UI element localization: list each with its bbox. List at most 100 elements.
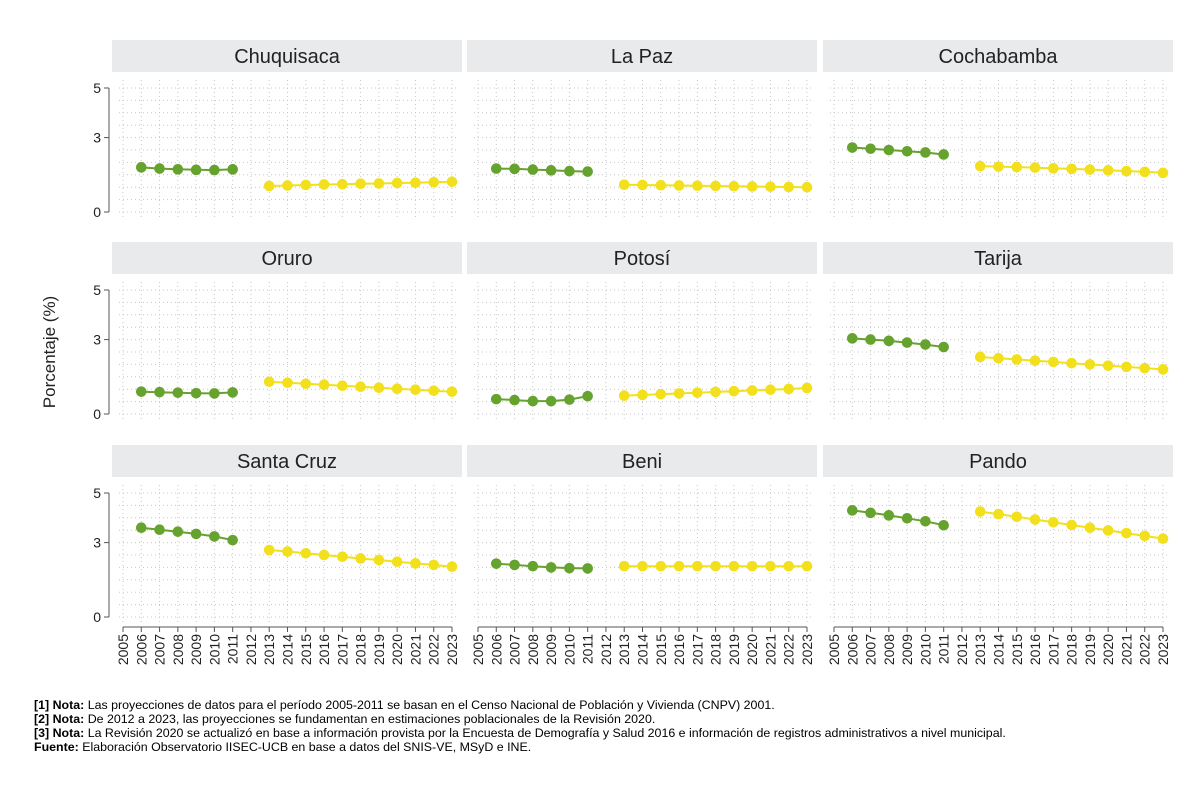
footnotes: [1] Nota: Las proyecciones de datos para… xyxy=(34,698,1184,754)
data-point-potosi-revision-2020 xyxy=(692,387,703,398)
x-tick-label: 2008 xyxy=(170,634,186,665)
panel-strip-chuquisaca xyxy=(112,40,462,72)
x-tick-label: 2012 xyxy=(243,634,259,665)
note-1: [1] Nota: Las proyecciones de datos para… xyxy=(34,698,1184,712)
data-point-pando-revision-2020 xyxy=(1048,516,1059,528)
data-point-santa-cruz-revision-2020 xyxy=(263,544,275,556)
data-point-beni-cnpv-2001 xyxy=(490,558,502,569)
data-point-beni-revision-2020 xyxy=(637,560,648,572)
data-point-cochabamba-revision-2020 xyxy=(1048,163,1059,174)
x-tick-label: 2021 xyxy=(1118,634,1134,665)
x-tick-label: 2007 xyxy=(507,634,523,665)
x-tick-label: 2019 xyxy=(1082,634,1098,665)
x-tick-label: 2012 xyxy=(954,634,970,665)
data-point-cochabamba-revision-2020 xyxy=(974,160,986,172)
data-point-pando-revision-2020 xyxy=(1157,533,1169,544)
data-point-la-paz-revision-2020 xyxy=(692,180,703,192)
x-tick-label: 2014 xyxy=(280,634,296,665)
data-point-tarija-revision-2020 xyxy=(1084,359,1096,370)
data-point-beni-cnpv-2001 xyxy=(545,562,557,573)
x-tick-label: 2015 xyxy=(653,634,669,665)
data-point-cochabamba-revision-2020 xyxy=(1084,164,1096,175)
x-tick-label: 2015 xyxy=(1009,634,1025,665)
x-tick-label: 2005 xyxy=(115,634,131,665)
data-point-chuquisaca-cnpv-2001 xyxy=(209,164,220,176)
x-tick-label: 2014 xyxy=(991,634,1007,665)
data-point-chuquisaca-revision-2020 xyxy=(373,178,385,189)
data-point-chuquisaca-revision-2020 xyxy=(337,178,348,190)
x-tick-label: 2023 xyxy=(799,634,815,665)
data-point-santa-cruz-cnpv-2001 xyxy=(154,524,165,536)
y-tick-label: 5 xyxy=(93,282,101,298)
data-point-la-paz-revision-2020 xyxy=(783,181,795,193)
x-tick-label: 2014 xyxy=(635,634,651,665)
data-point-potosi-revision-2020 xyxy=(655,388,667,400)
x-tick-label: 2020 xyxy=(744,634,760,665)
data-point-tarija-revision-2020 xyxy=(1121,361,1132,373)
data-point-potosi-revision-2020 xyxy=(637,389,648,401)
x-tick-label: 2022 xyxy=(1137,634,1153,665)
y-axis-label: Porcentaje (%) xyxy=(40,296,59,408)
panels-group: Chuquisaca 0 3 5 La Paz Cochabamba Oruro 0 3 5 Pot… xyxy=(93,40,1173,665)
x-tick-label: 2020 xyxy=(389,634,405,665)
panel-strip-santa-cruz xyxy=(112,445,462,477)
data-point-la-paz-cnpv-2001 xyxy=(564,165,575,177)
data-point-tarija-revision-2020 xyxy=(1048,356,1059,368)
data-point-oruro-revision-2020 xyxy=(428,385,440,396)
y-tick-label: 3 xyxy=(93,535,101,551)
panel-title-potosi: Potosí xyxy=(614,248,671,270)
data-point-la-paz-revision-2020 xyxy=(673,180,685,191)
data-point-la-paz-revision-2020 xyxy=(618,179,630,191)
data-point-pando-cnpv-2001 xyxy=(865,507,876,519)
data-point-la-paz-revision-2020 xyxy=(637,179,648,191)
panel-strip-tarija xyxy=(823,242,1173,274)
data-point-tarija-cnpv-2001 xyxy=(938,341,949,353)
note-2: [2] Nota: De 2012 a 2023, las proyeccion… xyxy=(34,712,1184,726)
x-tick-label: 2010 xyxy=(206,634,222,665)
note-1-label: [1] Nota: xyxy=(34,698,85,712)
data-point-tarija-revision-2020 xyxy=(1157,364,1169,375)
data-point-chuquisaca-revision-2020 xyxy=(300,179,312,191)
data-point-oruro-revision-2020 xyxy=(446,386,458,397)
data-point-pando-revision-2020 xyxy=(1084,522,1096,534)
x-tick-label: 2009 xyxy=(899,634,915,665)
data-point-santa-cruz-cnpv-2001 xyxy=(227,534,238,546)
x-tick-label: 2016 xyxy=(316,634,332,665)
data-point-santa-cruz-revision-2020 xyxy=(428,559,440,571)
data-point-pando-revision-2020 xyxy=(1066,519,1077,531)
data-point-oruro-cnpv-2001 xyxy=(154,386,165,398)
y-tick-label: 0 xyxy=(93,204,101,220)
data-point-beni-revision-2020 xyxy=(746,560,758,572)
data-point-chuquisaca-revision-2020 xyxy=(391,177,403,189)
data-point-pando-revision-2020 xyxy=(1102,525,1114,536)
data-point-pando-revision-2020 xyxy=(1121,527,1132,539)
x-tick-label: 2016 xyxy=(671,634,687,665)
data-point-chuquisaca-revision-2020 xyxy=(355,178,366,190)
data-point-potosi-cnpv-2001 xyxy=(545,395,557,407)
data-point-beni-revision-2020 xyxy=(710,560,721,572)
panel-title-oruro: Oruro xyxy=(261,248,312,270)
data-point-cochabamba-cnpv-2001 xyxy=(846,142,858,153)
data-point-la-paz-revision-2020 xyxy=(801,181,813,193)
data-point-la-paz-revision-2020 xyxy=(710,180,721,192)
data-point-santa-cruz-revision-2020 xyxy=(410,558,421,569)
x-tick-label: 2018 xyxy=(353,634,369,665)
panel-title-cochabamba: Cochabamba xyxy=(939,46,1059,68)
x-tick-label: 2017 xyxy=(334,634,350,665)
panel-title-pando: Pando xyxy=(969,451,1027,473)
data-point-oruro-cnpv-2001 xyxy=(172,387,184,398)
y-tick-label: 0 xyxy=(93,406,101,422)
data-point-la-paz-cnpv-2001 xyxy=(490,163,502,174)
x-tick-label: 2020 xyxy=(1100,634,1116,665)
data-point-tarija-cnpv-2001 xyxy=(901,337,913,348)
data-point-tarija-revision-2020 xyxy=(1102,360,1114,371)
y-tick-label: 5 xyxy=(93,485,101,501)
x-tick-label: 2022 xyxy=(781,634,797,665)
data-point-santa-cruz-cnpv-2001 xyxy=(135,522,147,534)
x-tick-label: 2022 xyxy=(426,634,442,665)
data-point-santa-cruz-revision-2020 xyxy=(373,554,385,566)
data-point-cochabamba-revision-2020 xyxy=(993,161,1004,172)
data-point-oruro-revision-2020 xyxy=(355,381,366,393)
note-3-label: [3] Nota: xyxy=(34,726,85,740)
data-point-cochabamba-revision-2020 xyxy=(1157,167,1169,179)
